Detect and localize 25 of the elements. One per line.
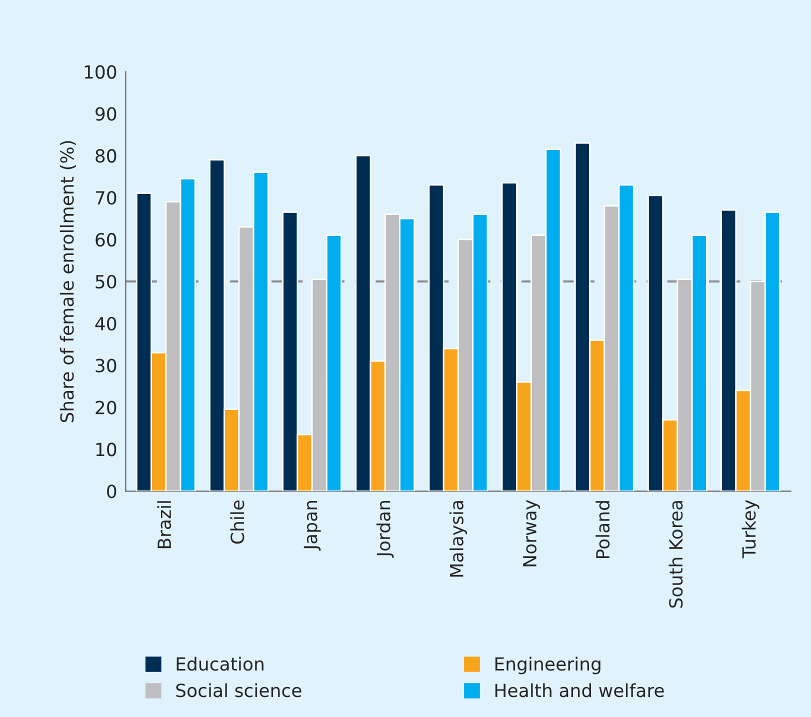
x-tick-label: Poland [596, 501, 610, 558]
x-tick-label: Brazil [157, 501, 172, 548]
y-tick-label: 20 [96, 400, 116, 414]
y-tick-label: 100 [84, 65, 116, 79]
x-tick-label: Jordan [376, 501, 394, 558]
y-axis-title: Share of female enrollment (%) [60, 141, 76, 422]
x-tick-label: Turkey [742, 500, 760, 558]
x-tick-label: Chile [230, 500, 244, 544]
y-tick-label: 60 [96, 232, 116, 247]
legend-label: Social science [176, 683, 302, 698]
y-tick-label: 10 [96, 442, 116, 456]
y-tick-label: 50 [96, 274, 116, 289]
x-tick-label: South Korea [668, 501, 683, 608]
legend-label: Health and welfare [495, 683, 664, 698]
legend-label: Engineering [495, 656, 600, 674]
x-tick-label: Norway [523, 500, 540, 566]
y-tick-label: 80 [96, 149, 116, 163]
legend-label: Education [176, 656, 264, 671]
y-tick-label: 40 [95, 316, 116, 330]
y-tick-label: 30 [96, 358, 116, 372]
x-tick-label: Japan [304, 501, 321, 551]
x-tick-label: Malaysia [449, 501, 467, 577]
y-tick-label: 70 [96, 190, 116, 205]
y-tick-label: 0 [107, 484, 116, 498]
y-tick-label: 90 [96, 107, 116, 121]
